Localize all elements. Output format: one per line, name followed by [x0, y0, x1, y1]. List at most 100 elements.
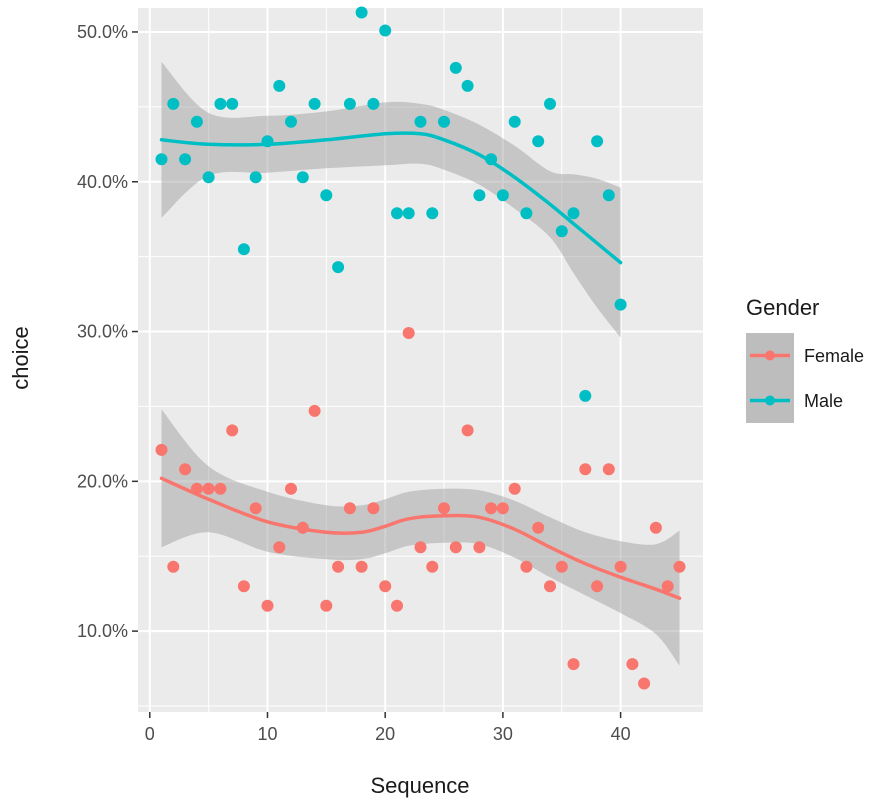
- female-point: [391, 599, 403, 612]
- male-point: [320, 189, 333, 202]
- female-point: [249, 502, 262, 515]
- x-tick-label: 20: [375, 724, 395, 744]
- female-point: [614, 560, 627, 573]
- female-point: [661, 580, 674, 593]
- smooth-lines: [159, 131, 682, 600]
- x-tick-label: 40: [611, 724, 631, 744]
- female-point: [673, 560, 686, 573]
- y-tick-label: 10.0%: [77, 621, 128, 641]
- female-point: [626, 658, 639, 671]
- x-axis-title: Sequence: [370, 773, 469, 798]
- female-point: [414, 541, 427, 554]
- male-point: [567, 207, 580, 220]
- y-tick-label: 40.0%: [77, 172, 128, 192]
- female-point: [202, 482, 215, 495]
- male-point: [496, 189, 509, 202]
- male-point: [367, 97, 380, 110]
- female-point: [343, 502, 356, 515]
- x-tick-label: 0: [145, 724, 155, 744]
- y-tick-label: 20.0%: [77, 471, 128, 491]
- female-point: [214, 482, 227, 495]
- legend-title: Gender: [746, 295, 819, 320]
- male-point: [591, 135, 604, 148]
- male-point: [391, 207, 403, 220]
- female-point: [449, 541, 462, 554]
- male-point: [614, 298, 627, 311]
- male-point: [579, 389, 592, 402]
- female-point: [261, 599, 274, 612]
- female-point: [167, 560, 180, 573]
- legend-label-female: Female: [804, 346, 864, 366]
- legend: Gender Female Male: [746, 295, 864, 423]
- male-point: [155, 153, 168, 166]
- female-point: [485, 502, 498, 515]
- female-point: [496, 502, 509, 515]
- female-point: [532, 521, 545, 534]
- female-point: [402, 327, 415, 339]
- male-point: [237, 243, 250, 256]
- female-point: [355, 560, 368, 573]
- legend-point-female: [765, 350, 775, 361]
- y-tick-label: 30.0%: [77, 322, 128, 342]
- female-confidence-band: [161, 409, 680, 666]
- confidence-bands: [161, 61, 680, 666]
- female-point: [544, 580, 556, 593]
- female-point: [649, 521, 662, 534]
- male-point: [355, 6, 368, 19]
- female-point: [320, 599, 333, 612]
- male-point: [402, 207, 415, 220]
- female-point: [602, 463, 615, 476]
- male-confidence-band: [161, 61, 621, 338]
- male-point: [343, 97, 356, 110]
- male-point: [285, 115, 297, 128]
- female-smooth-line: [159, 476, 682, 600]
- grid-major: [138, 8, 703, 712]
- female-point: [332, 560, 345, 573]
- x-tick-label: 10: [257, 724, 277, 744]
- male-point: [449, 61, 462, 74]
- female-point: [379, 580, 392, 593]
- female-point: [367, 502, 380, 515]
- male-point: [532, 135, 545, 148]
- female-point: [285, 482, 297, 495]
- male-point: [414, 115, 427, 128]
- male-point: [202, 171, 215, 184]
- y-axis-title: choice: [8, 326, 33, 390]
- female-point: [638, 677, 651, 690]
- male-point: [461, 79, 474, 92]
- male-point: [167, 97, 180, 110]
- female-point: [155, 443, 168, 456]
- y-axis: 10.0% 20.0% 30.0% 40.0% 50.0%: [77, 22, 138, 641]
- male-point: [249, 171, 262, 184]
- female-point: [237, 580, 250, 593]
- female-point: [461, 424, 474, 437]
- male-point: [473, 189, 486, 202]
- female-point: [308, 404, 321, 417]
- legend-label-male: Male: [804, 391, 843, 411]
- male-point: [426, 207, 439, 220]
- female-point: [591, 580, 604, 593]
- male-point: [179, 153, 192, 166]
- male-point: [508, 115, 521, 128]
- female-point: [179, 463, 192, 476]
- x-tick-label: 30: [493, 724, 513, 744]
- legend-point-male: [765, 395, 775, 406]
- male-point: [308, 97, 321, 110]
- y-tick-label: 50.0%: [77, 22, 128, 42]
- legend-entries: Female Male: [746, 333, 864, 423]
- male-point: [214, 97, 227, 110]
- female-point: [555, 560, 568, 573]
- female-point: [567, 658, 580, 671]
- male-point: [520, 207, 533, 220]
- x-axis: 0 10 20 30 40: [145, 712, 631, 744]
- female-point: [508, 482, 521, 495]
- female-point: [273, 541, 286, 554]
- male-point: [379, 24, 392, 37]
- male-point: [438, 115, 450, 128]
- male-point: [190, 115, 203, 128]
- male-point: [332, 261, 345, 274]
- female-point: [438, 502, 450, 515]
- male-point: [602, 189, 615, 202]
- male-point: [226, 97, 239, 110]
